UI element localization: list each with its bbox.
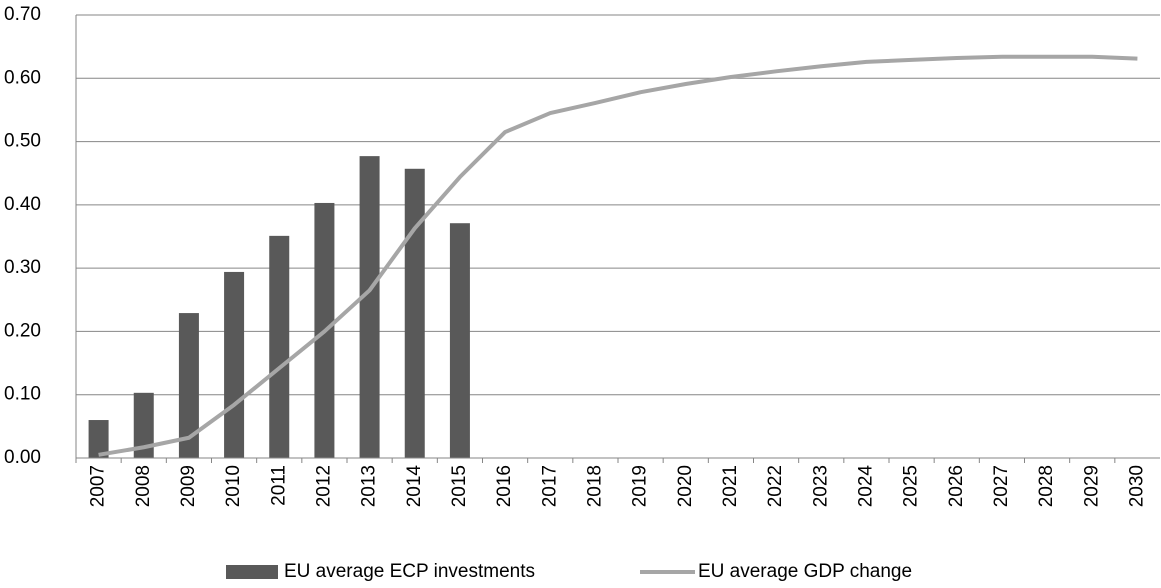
line <box>98 54 1138 457</box>
x-tick-label: 2029 <box>1081 465 1102 507</box>
bar <box>449 223 470 458</box>
bar <box>178 313 199 458</box>
x-tick-label: 2008 <box>133 465 154 507</box>
bar <box>359 156 380 458</box>
x-tick-label: 2012 <box>313 465 334 507</box>
x-tick-label: 2009 <box>178 465 199 507</box>
y-tick-label: 0.40 <box>4 194 41 215</box>
x-tick-label: 2014 <box>404 465 425 508</box>
bar <box>269 235 290 458</box>
x-tick-label: 2025 <box>901 465 922 507</box>
y-tick-label: 0.10 <box>4 384 41 405</box>
x-tick-label: 2011 <box>268 465 289 506</box>
x-tick-label: 2013 <box>359 465 380 507</box>
x-tick-label: 2024 <box>855 465 876 508</box>
x-tick-label: 2017 <box>539 465 560 507</box>
y-tick-label: 0.60 <box>4 67 41 88</box>
x-tick-label: 2023 <box>810 465 831 507</box>
y-tick-label: 0.00 <box>4 447 41 468</box>
legend-label: EU average ECP investments <box>284 561 535 582</box>
legend-label: EU average GDP change <box>698 561 912 582</box>
x-tick-label: 2026 <box>946 465 967 507</box>
bar <box>88 420 109 458</box>
legend-swatch <box>226 565 278 579</box>
x-tick-label: 2028 <box>1036 465 1057 507</box>
x-tick-label: 2021 <box>720 465 741 507</box>
bar <box>133 392 154 458</box>
x-tick-label: 2018 <box>584 465 605 507</box>
x-tick-label: 2019 <box>630 465 651 507</box>
x-tick-label: 2007 <box>88 465 109 507</box>
x-tick-label: 2030 <box>1126 465 1147 507</box>
bar <box>224 271 245 458</box>
y-tick-label: 0.20 <box>4 320 41 341</box>
bar <box>404 168 425 458</box>
x-tick-label: 2022 <box>765 465 786 507</box>
x-tick-label: 2015 <box>449 465 470 507</box>
y-tick-label: 0.50 <box>4 131 41 152</box>
x-tick-label: 2027 <box>991 465 1012 507</box>
x-tick-label: 2010 <box>223 465 244 507</box>
y-tick-label: 0.30 <box>4 257 41 278</box>
x-tick-label: 2016 <box>494 465 515 507</box>
x-tick-label: 2020 <box>675 465 696 507</box>
y-tick-label: 0.70 <box>4 4 41 25</box>
